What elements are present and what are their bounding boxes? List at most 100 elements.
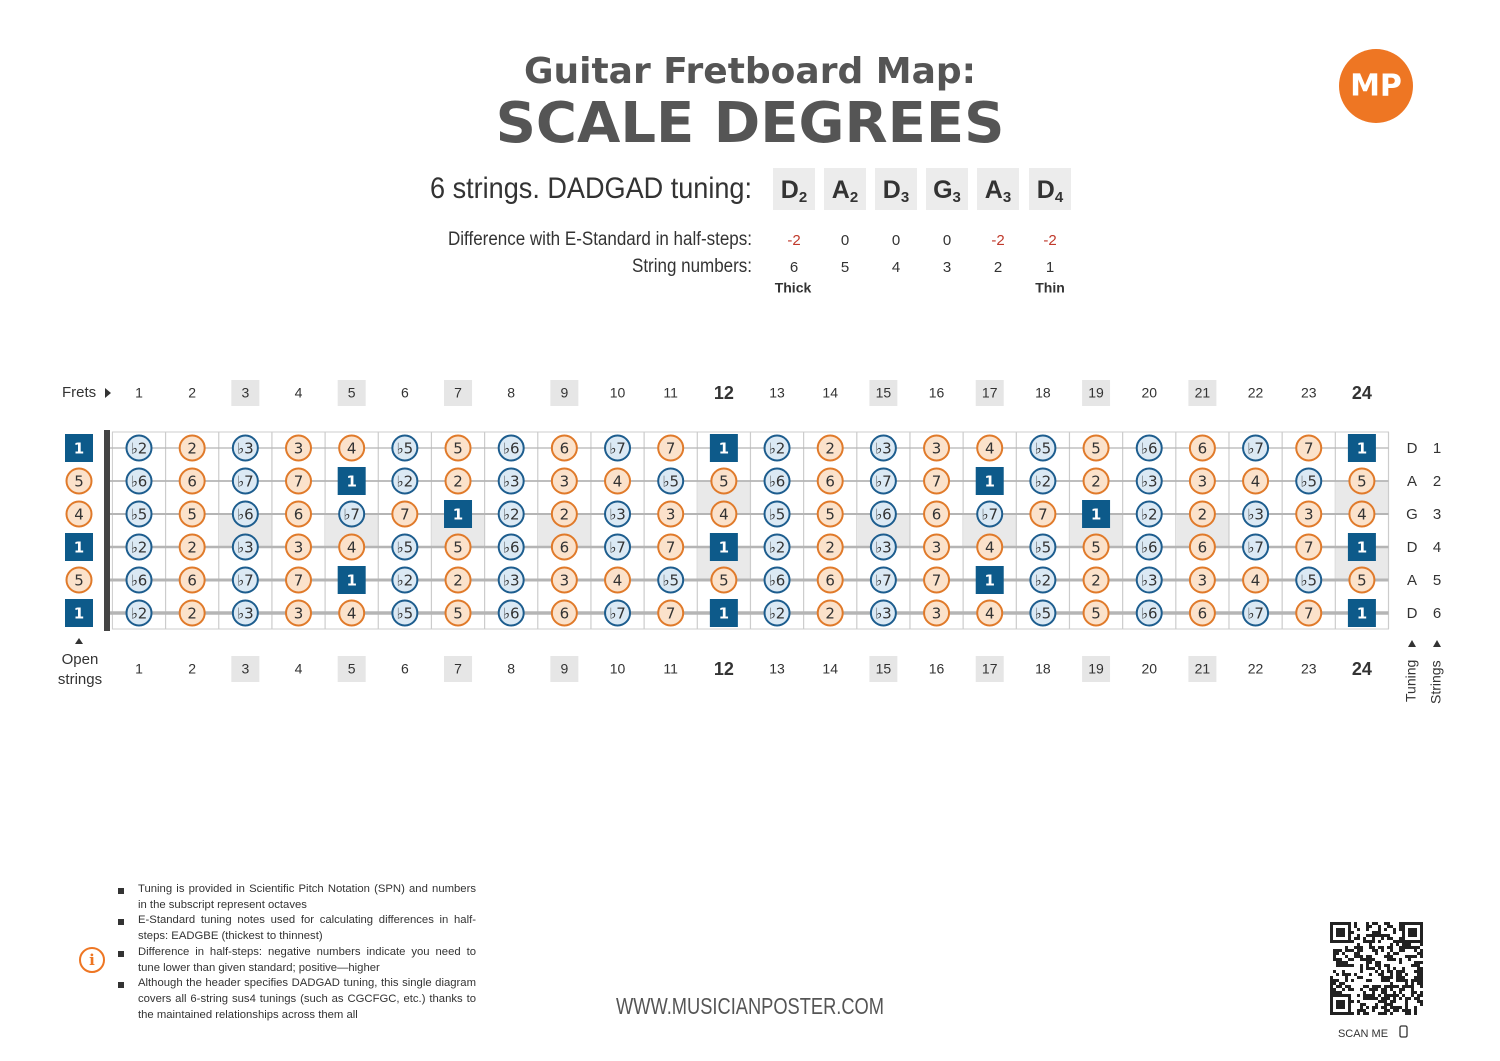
natural-marker (816, 500, 844, 528)
qr-module (1375, 1006, 1378, 1009)
natural-marker (285, 500, 313, 528)
qr-module (1336, 958, 1339, 961)
qr-module (1411, 931, 1414, 934)
scale-degree: ♭2 (769, 605, 786, 623)
tuning-note: D3 (883, 176, 909, 206)
natural-marker (178, 566, 206, 594)
flat-marker (869, 533, 897, 561)
qr-module (1417, 961, 1420, 964)
string-index: 5 (1433, 572, 1441, 589)
qr-module (1342, 940, 1345, 943)
scale-degree: 6 (1198, 440, 1208, 458)
fret-number: 19 (1088, 661, 1104, 677)
qr-module (1381, 937, 1384, 940)
qr-module (1402, 976, 1405, 979)
qr-module (1348, 964, 1351, 967)
qr-module (1405, 940, 1408, 943)
qr-module (1336, 931, 1339, 934)
flat-marker (231, 599, 259, 627)
qr-module (1393, 1006, 1396, 1009)
qr-module (1342, 982, 1345, 985)
qr-module (1375, 961, 1378, 964)
qr-module (1393, 928, 1396, 931)
qr-module (1390, 973, 1393, 976)
footnote: E-Standard tuning notes used for calcula… (118, 913, 476, 944)
qr-module (1396, 976, 1399, 979)
qr-module (1411, 991, 1414, 994)
scale-degree: 3 (932, 539, 942, 557)
scale-degree: 1 (346, 473, 356, 491)
natural-marker (657, 500, 685, 528)
qr-module (1375, 952, 1378, 955)
scale-degree: 5 (187, 506, 197, 524)
flat-marker (976, 500, 1004, 528)
flat-marker (1029, 434, 1057, 462)
natural-marker (923, 599, 951, 627)
scale-degree: 6 (187, 473, 197, 491)
fret-number: 24 (1352, 383, 1372, 403)
qr-module (1402, 922, 1405, 925)
qr-module (1378, 994, 1381, 997)
scale-degree: 7 (932, 572, 942, 590)
frets-label: Frets (62, 384, 96, 401)
scale-degree: 4 (985, 539, 995, 557)
flat-marker (497, 533, 525, 561)
fret-number-box (1188, 380, 1217, 406)
fret-number-box (975, 380, 1004, 406)
qr-module (1330, 931, 1333, 934)
natural-marker (1295, 599, 1323, 627)
qr-module (1333, 970, 1336, 973)
qr-module (1396, 1006, 1399, 1009)
qr-module (1384, 922, 1387, 925)
qr-module (1390, 994, 1393, 997)
flat-marker (231, 467, 259, 495)
qr-module (1342, 1006, 1345, 1009)
string-number: 3 (943, 259, 951, 276)
scale-degree: 3 (560, 473, 570, 491)
difference-label: Difference with E-Standard in half-steps… (448, 229, 752, 250)
natural-marker (444, 533, 472, 561)
flat-marker (869, 467, 897, 495)
flat-marker (1295, 467, 1323, 495)
qr-module (1420, 961, 1423, 964)
qr-module (1393, 940, 1396, 943)
qr-module (1405, 1003, 1408, 1006)
qr-module (1390, 937, 1393, 940)
footnote: Although the header specifies DADGAD tun… (118, 976, 476, 1023)
natural-marker (285, 467, 313, 495)
qr-module (1420, 937, 1423, 940)
qr-module (1420, 979, 1423, 982)
qr-module (1342, 973, 1345, 976)
qr-module (1405, 979, 1408, 982)
scale-degree: 5 (453, 440, 463, 458)
natural-marker (1188, 467, 1216, 495)
fret-number: 9 (560, 661, 568, 677)
qr-module (1366, 925, 1369, 928)
qr-module (1417, 967, 1420, 970)
qr-module (1345, 922, 1348, 925)
natural-marker (178, 434, 206, 462)
flat-marker (869, 500, 897, 528)
qr-module (1339, 928, 1342, 931)
scale-degree: ♭6 (503, 539, 520, 557)
flat-marker (763, 599, 791, 627)
qr-module (1369, 994, 1372, 997)
natural-marker (657, 533, 685, 561)
qr-module (1381, 979, 1384, 982)
qr-module (1339, 940, 1342, 943)
scale-degree: 5 (719, 572, 729, 590)
qr-module (1378, 940, 1381, 943)
scale-degree: 3 (294, 440, 304, 458)
qr-module (1405, 955, 1408, 958)
flat-marker (231, 434, 259, 462)
note-octave: 3 (953, 189, 961, 206)
qr-module (1387, 922, 1390, 925)
natural-marker (816, 599, 844, 627)
natural-marker (285, 434, 313, 462)
flat-marker (657, 566, 685, 594)
string-tuning: D (1407, 605, 1418, 622)
natural-marker (604, 467, 632, 495)
fret-number: 10 (610, 385, 626, 401)
qr-module (1387, 967, 1390, 970)
